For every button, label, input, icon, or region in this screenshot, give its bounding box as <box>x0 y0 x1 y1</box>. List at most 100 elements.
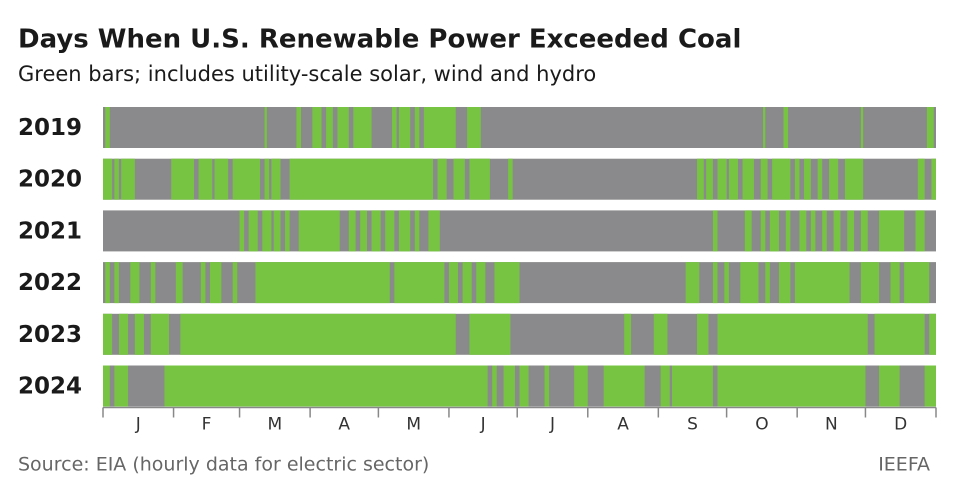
green-run <box>783 107 789 148</box>
green-run <box>200 262 206 304</box>
green-run <box>175 262 183 304</box>
green-run <box>924 365 936 407</box>
green-run <box>289 158 434 200</box>
green-run <box>353 107 372 148</box>
green-run <box>121 158 135 200</box>
green-run <box>171 158 195 200</box>
green-run <box>724 262 729 304</box>
green-run <box>624 313 632 355</box>
green-run <box>392 107 397 148</box>
green-run <box>414 107 420 148</box>
green-run <box>712 262 718 304</box>
green-run <box>298 210 340 252</box>
green-run <box>765 262 770 304</box>
green-run <box>874 313 925 355</box>
chart-title: Days When U.S. Renewable Power Exceeded … <box>18 25 741 55</box>
green-run <box>118 313 129 355</box>
green-run <box>717 158 727 200</box>
green-run <box>810 210 816 252</box>
green-run <box>360 210 368 252</box>
chart-subtitle: Green bars; includes utility-scale solar… <box>18 62 596 86</box>
green-run <box>262 210 272 252</box>
green-run <box>860 262 880 304</box>
green-run <box>904 262 930 304</box>
green-run <box>448 262 459 304</box>
green-run <box>763 107 766 148</box>
green-run <box>794 262 850 304</box>
green-run <box>198 158 213 200</box>
green-run <box>285 210 290 252</box>
green-run <box>326 107 333 148</box>
green-run <box>929 313 936 355</box>
green-run <box>248 210 258 252</box>
green-run <box>462 262 472 304</box>
green-run <box>348 210 356 252</box>
green-run <box>860 107 864 148</box>
green-run <box>469 313 511 355</box>
green-run <box>214 158 229 200</box>
green-run <box>803 158 811 200</box>
year-label: 2023 <box>18 322 82 348</box>
green-run <box>114 262 119 304</box>
green-run <box>740 262 759 304</box>
source: Source: EIA (hourly data for electric se… <box>18 454 429 476</box>
green-run <box>697 313 709 355</box>
green-run <box>296 107 302 148</box>
green-run <box>917 158 925 200</box>
green-run <box>232 262 238 304</box>
green-run <box>931 158 936 200</box>
year-label: 2021 <box>18 218 82 244</box>
green-run <box>772 158 791 200</box>
green-run <box>879 365 900 407</box>
green-run <box>671 365 713 407</box>
green-run <box>371 210 381 252</box>
green-run <box>685 262 700 304</box>
month-label: M <box>267 415 282 435</box>
month-label: J <box>549 415 555 435</box>
green-run <box>476 262 486 304</box>
green-run <box>437 158 447 200</box>
green-run <box>915 210 925 252</box>
month-label: O <box>755 415 768 435</box>
green-run <box>879 210 905 252</box>
green-run <box>742 158 754 200</box>
green-run <box>760 158 768 200</box>
month-label: A <box>617 415 629 435</box>
month-label: M <box>406 415 421 435</box>
green-run <box>414 210 420 252</box>
green-run <box>794 158 800 200</box>
green-run <box>833 210 841 252</box>
green-run <box>385 210 395 252</box>
green-run <box>239 210 245 252</box>
year-label: 2019 <box>18 115 82 141</box>
green-run <box>469 158 490 200</box>
green-run <box>712 210 718 252</box>
green-run <box>103 313 113 355</box>
green-run <box>105 107 110 148</box>
green-run <box>130 262 140 304</box>
green-run <box>760 210 766 252</box>
green-run <box>829 158 839 200</box>
green-run <box>337 107 349 148</box>
green-run <box>255 262 390 304</box>
green-run <box>660 365 670 407</box>
green-run <box>717 365 866 407</box>
month-label: J <box>135 415 141 435</box>
green-run <box>273 210 281 252</box>
green-run <box>494 262 520 304</box>
credit: IEEFA <box>878 454 930 476</box>
month-label: D <box>894 415 907 435</box>
green-run <box>264 158 270 200</box>
year-label: 2024 <box>18 374 82 400</box>
green-run <box>860 210 868 252</box>
green-run <box>492 365 497 407</box>
green-run <box>574 365 588 407</box>
year-bar <box>103 107 936 148</box>
green-run <box>428 210 440 252</box>
green-run <box>847 210 855 252</box>
green-run <box>706 158 713 200</box>
green-run <box>164 365 488 407</box>
green-run <box>603 365 645 407</box>
green-run <box>312 107 322 148</box>
